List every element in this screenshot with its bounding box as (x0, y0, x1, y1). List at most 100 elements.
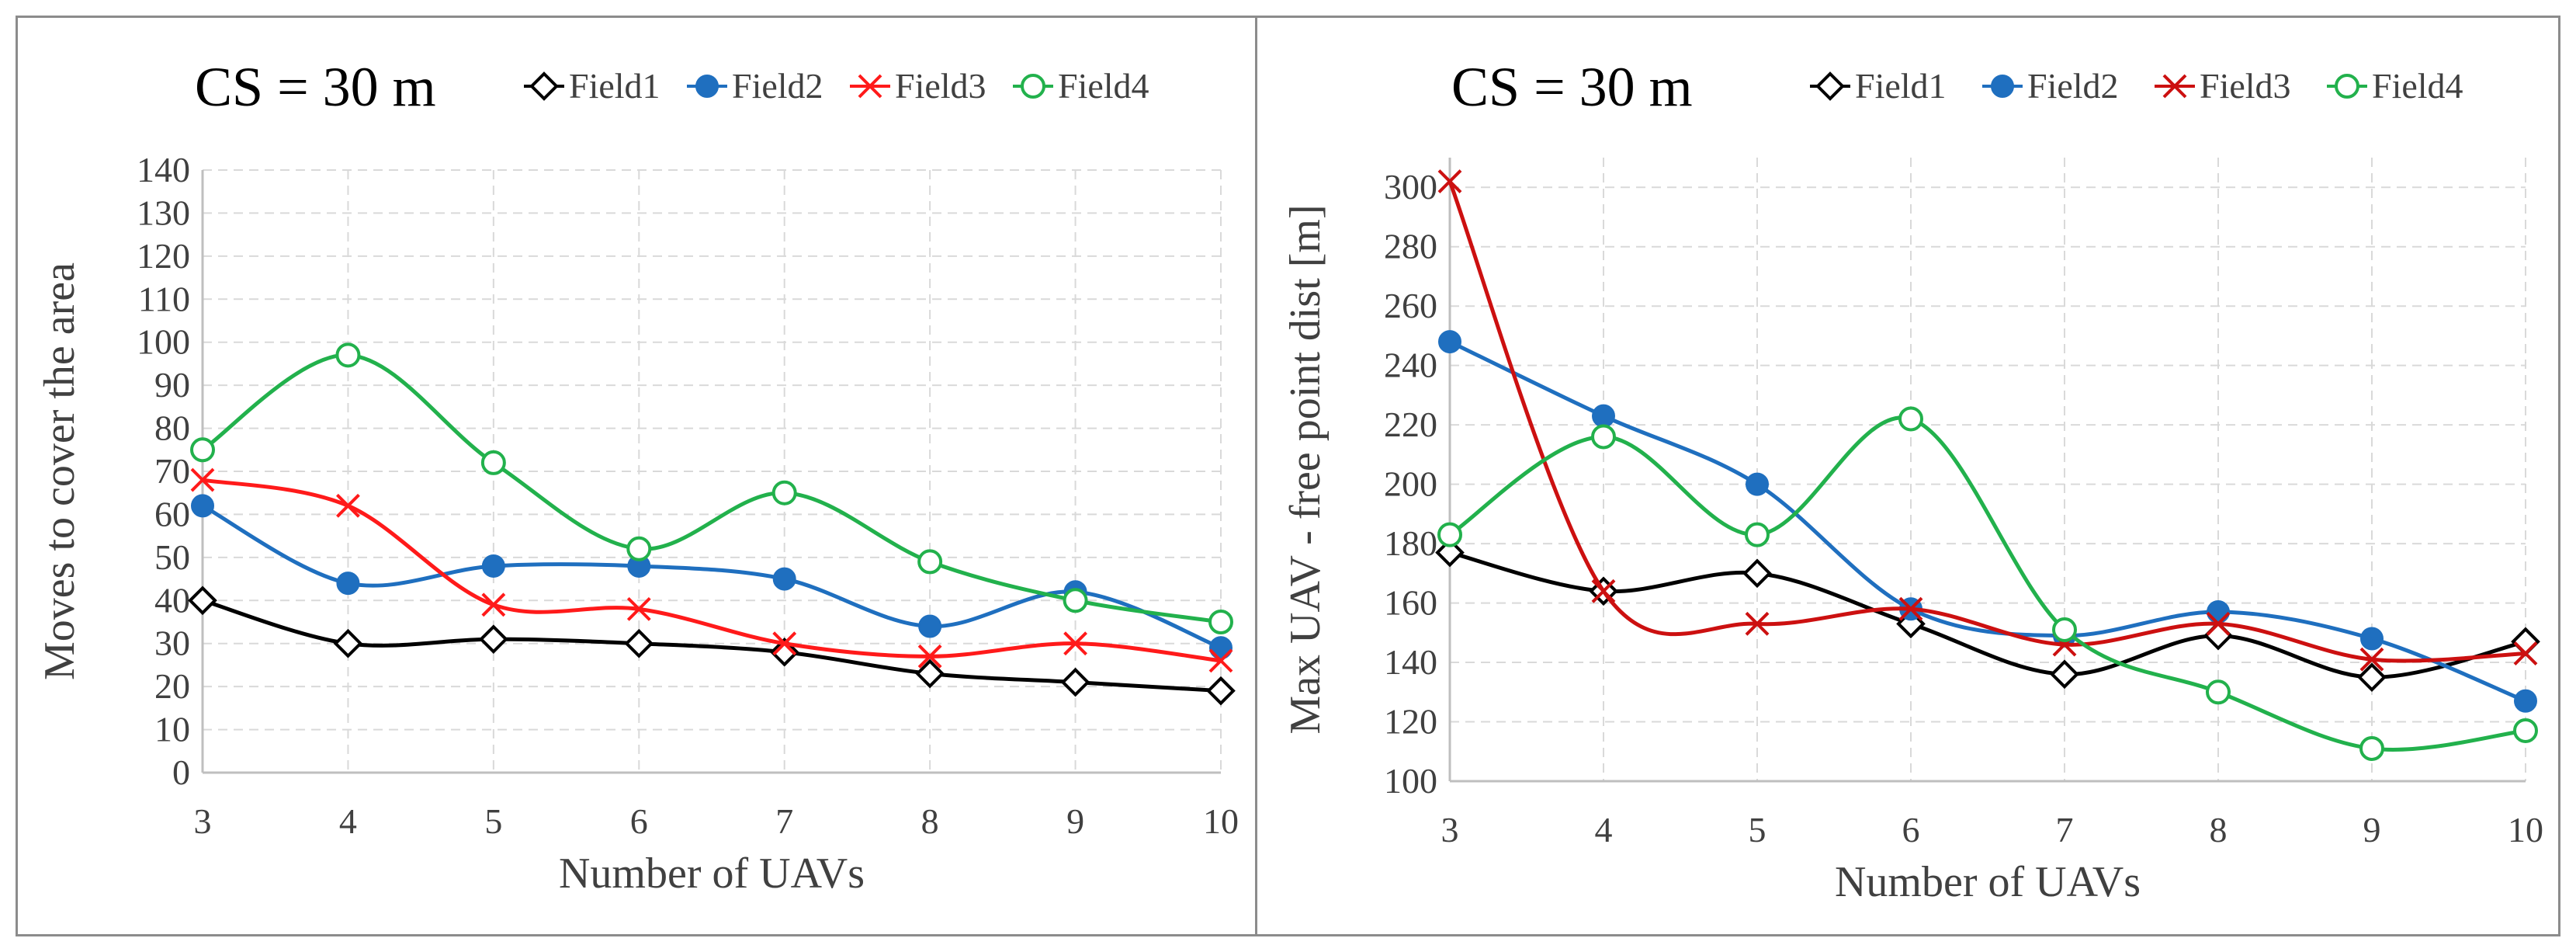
left-legend-entry: Field2 (687, 66, 823, 106)
left-data-point (915, 658, 945, 689)
left-data-point (772, 567, 796, 591)
left-legend-marker (529, 71, 559, 101)
left-data-point (1209, 636, 1233, 660)
left-data-point (917, 549, 943, 575)
left-data-point (336, 572, 360, 596)
left-data-point (1206, 676, 1236, 706)
right-data-point (1745, 522, 1770, 547)
left-y-axis-title: Moves to cover the area (36, 262, 84, 680)
left-ytick-label: 70 (154, 451, 190, 491)
right-data-point (2511, 627, 2540, 657)
left-ytick-label: 0 (172, 752, 190, 792)
right-data-point (2206, 679, 2231, 705)
right-ytick-label: 220 (1384, 405, 1437, 444)
right-legend-marker (1991, 75, 2014, 98)
right-y-axis-title: Max UAV - free point dist [m] (1281, 204, 1330, 734)
right-ytick-label: 200 (1384, 464, 1437, 504)
right-chart-panel: 100 120 140 160 180 200 220 240 260 280 300 3 4 5 6 7 8 9… (1255, 16, 2560, 936)
left-ytick-label: 110 (138, 279, 190, 318)
right-data-point (1742, 558, 1772, 589)
left-ytick-label: 140 (137, 150, 190, 189)
right-data-point (2359, 735, 2384, 761)
right-xtick-label: 10 (2508, 810, 2543, 850)
right-data-point (1592, 404, 1615, 428)
right-x-axis-title: Number of UAVs (1835, 858, 2141, 906)
left-data-point (771, 480, 797, 506)
right-legend-label: Field4 (2372, 66, 2463, 106)
right-ytick-label: 300 (1384, 167, 1437, 207)
right-data-point (1437, 522, 1462, 547)
left-xtick-label: 10 (1203, 801, 1239, 841)
right-series-field4 (1437, 406, 2538, 761)
left-xtick-label: 7 (775, 801, 793, 841)
right-legend-label: Field1 (1855, 66, 1947, 106)
left-data-point (188, 585, 217, 616)
right-series-field1 (1435, 537, 2540, 692)
right-legend-entry: Field3 (2155, 66, 2291, 106)
left-xtick-label: 5 (484, 801, 502, 841)
left-legend-marker (1021, 74, 1045, 99)
left-data-point (336, 493, 360, 518)
right-data-point (1435, 537, 1465, 568)
right-ytick-label: 240 (1384, 346, 1437, 385)
left-data-point (624, 628, 654, 658)
left-data-point (190, 437, 215, 463)
left-ytick-label: 40 (154, 580, 190, 620)
left-ytick-label: 50 (154, 537, 190, 577)
left-xtick-label: 6 (630, 801, 648, 841)
right-series-line (1447, 180, 2526, 663)
left-data-point (191, 494, 214, 518)
left-ytick-label: 30 (154, 624, 190, 663)
left-ytick-label: 100 (137, 322, 190, 362)
right-data-point (2203, 620, 2233, 651)
left-legend-label: Field2 (732, 66, 823, 106)
right-series-line (1449, 551, 2526, 679)
left-ytick-label: 80 (154, 408, 190, 448)
right-data-point (2514, 689, 2537, 713)
left-legend-marker (858, 74, 882, 99)
left-x-axis-title: Number of UAVs (559, 850, 865, 898)
right-xtick-label: 4 (1595, 810, 1613, 850)
right-ytick-label: 140 (1384, 642, 1437, 682)
right-data-point (2052, 617, 2077, 642)
left-data-point (1208, 610, 1233, 634)
left-series-field1 (188, 585, 1236, 706)
left-legend-label: Field1 (569, 66, 660, 106)
left-legend-label: Field3 (895, 66, 986, 106)
right-xtick-label: 5 (1749, 810, 1766, 850)
left-series-field2 (191, 494, 1233, 660)
right-data-point (2360, 627, 2384, 651)
left-data-point (479, 624, 508, 654)
left-data-point (190, 467, 215, 492)
right-series-line (1448, 339, 2526, 704)
left-data-point (335, 342, 361, 368)
right-series-field3 (1437, 169, 2538, 672)
left-series-line (202, 478, 1222, 663)
left-data-point (1063, 588, 1088, 613)
left-chart-title: CS = 30 m (195, 56, 436, 118)
left-chart-panel: 0 10 20 30 40 50 60 70 80 90 100 110 120 130 140 3 4 5 6 7 8… (16, 16, 1257, 936)
left-ytick-label: 130 (137, 193, 190, 232)
right-ytick-label: 100 (1384, 761, 1437, 801)
right-xtick-label: 3 (1441, 810, 1459, 850)
right-legend-marker (1815, 71, 1845, 101)
left-data-point (1060, 667, 1090, 697)
right-data-point (2050, 659, 2079, 690)
right-data-point (2359, 647, 2384, 672)
right-data-point (1746, 472, 1769, 496)
right-ytick-label: 260 (1384, 286, 1437, 325)
right-data-point (2513, 717, 2538, 743)
right-legend-label: Field3 (2200, 66, 2291, 106)
right-data-point (1591, 578, 1616, 603)
left-data-point (626, 596, 651, 621)
left-ytick-label: 60 (154, 494, 190, 533)
left-xtick-label: 4 (339, 801, 357, 841)
right-ytick-label: 160 (1384, 583, 1437, 623)
left-ytick-label: 90 (154, 365, 190, 405)
left-xtick-label: 3 (194, 801, 212, 841)
left-data-point (1063, 631, 1087, 656)
right-legend-entry: Field2 (1982, 66, 2119, 106)
right-data-point (2206, 611, 2231, 636)
right-data-point (1898, 406, 1923, 432)
